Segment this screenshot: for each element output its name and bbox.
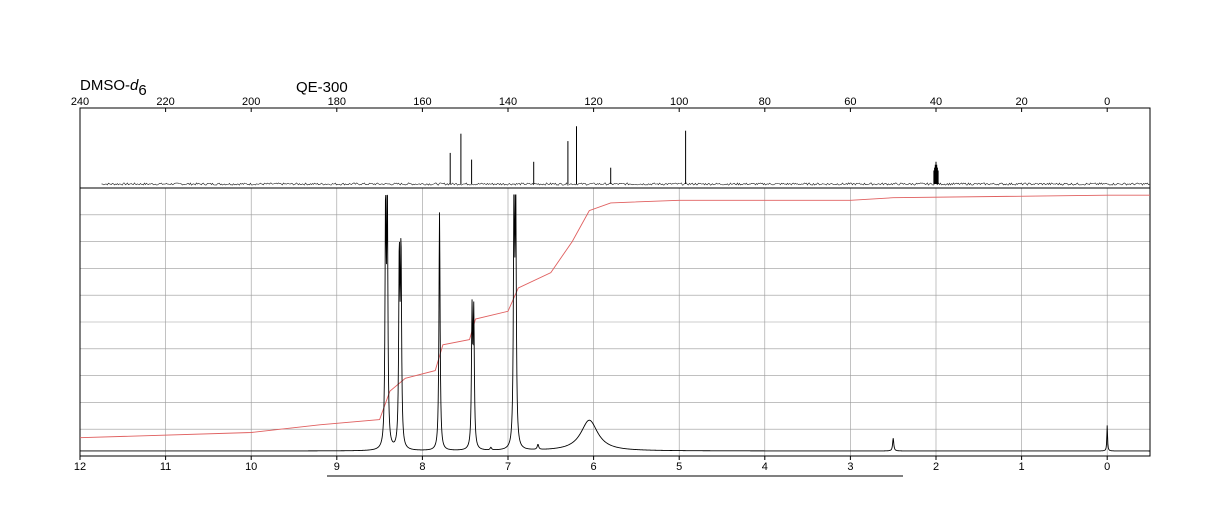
h1-tick-label: 2 xyxy=(933,461,939,473)
c13-tick-label: 60 xyxy=(844,96,856,108)
c13-frame xyxy=(79,107,1151,189)
h1-tick-label: 3 xyxy=(847,461,853,473)
h1-tick-label: 0 xyxy=(1104,461,1110,473)
h1-tick-label: 6 xyxy=(591,461,597,473)
solvent-subscript: 6 xyxy=(138,82,146,99)
c13-tick-label: 160 xyxy=(413,96,431,108)
c13-peak xyxy=(933,161,939,184)
c13-tick-label: 80 xyxy=(759,96,771,108)
c13-axis-ticks: 240 220 200 180 160 140 120 100 80 60 40 20 0 xyxy=(71,96,1110,112)
h1-grid xyxy=(79,188,1150,456)
c13-tick-label: 100 xyxy=(670,96,688,108)
h1-tick-label: 4 xyxy=(762,461,768,473)
h1-integral-line xyxy=(79,194,1150,439)
c13-tick-label: 200 xyxy=(242,96,260,108)
h1-tick-label: 10 xyxy=(245,461,257,473)
c13-tick-label: 0 xyxy=(1104,96,1110,108)
h1-frame xyxy=(79,187,1151,457)
h1-tick-label: 7 xyxy=(505,461,511,473)
h1-tick-label: 1 xyxy=(1019,461,1025,473)
h1-tick-label: 11 xyxy=(160,461,171,473)
h1-spectrum-line xyxy=(80,194,1150,452)
h1-tick-label: 9 xyxy=(334,461,340,473)
c13-tick-label: 180 xyxy=(328,96,346,108)
h1-trace xyxy=(80,194,1150,452)
h1-tick-label: 12 xyxy=(74,461,86,473)
c13-tick-label: 20 xyxy=(1015,96,1027,108)
h1-tick-label: 8 xyxy=(419,461,425,473)
c13-tick-label: 220 xyxy=(156,96,174,108)
c13-spectrum-panel: 240 220 200 180 160 140 120 100 80 60 40 20 0 xyxy=(71,96,1151,189)
h1-integral-curve xyxy=(79,194,1150,439)
c13-tick-label: 140 xyxy=(499,96,517,108)
solvent-name: DMSO- xyxy=(80,77,130,94)
c13-tick-label: 40 xyxy=(930,96,942,108)
c13-trace xyxy=(101,126,1150,186)
instrument-label: QE-300 xyxy=(296,79,348,96)
solvent-italic: d xyxy=(130,77,139,94)
c13-tick-label: 240 xyxy=(71,96,89,108)
c13-tick-label: 120 xyxy=(584,96,602,108)
c13-baseline xyxy=(101,182,1150,186)
h1-spectrum-panel: 12 11 10 9 8 7 6 5 4 3 2 1 0 xyxy=(74,187,1151,473)
h1-tick-label: 5 xyxy=(676,461,682,473)
h1-axis-ticks: 12 11 10 9 8 7 6 5 4 3 2 1 0 xyxy=(74,456,1110,473)
solvent-label: DMSO-d6 xyxy=(80,77,147,99)
